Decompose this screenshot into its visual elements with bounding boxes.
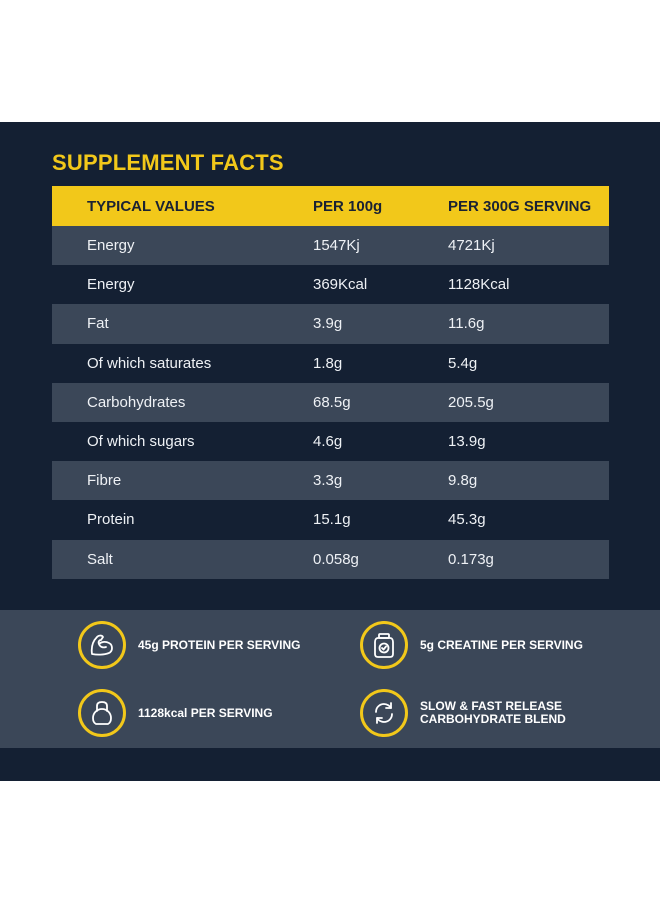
feature-protein-label: 45g PROTEIN PER SERVING (138, 637, 301, 652)
row-nutrient: Of which sugars (87, 433, 195, 451)
header-per-100g: PER 100g (313, 197, 383, 215)
row-nutrient: Of which saturates (87, 354, 212, 372)
nutrition-table: TYPICAL VALUES PER 100g PER 300G SERVING… (52, 186, 609, 579)
row-nutrient: Protein (87, 511, 135, 529)
feature-protein: 45g PROTEIN PER SERVING (78, 621, 301, 669)
row-per-serving: 13.9g (448, 433, 486, 451)
row-per-serving: 5.4g (448, 354, 478, 372)
supplement-facts-title: SUPPLEMENT FACTS (52, 150, 284, 175)
table-header-row: TYPICAL VALUES PER 100g PER 300G SERVING (52, 186, 609, 226)
feature-kcal-label: 1128kcal PER SERVING (138, 705, 273, 720)
row-per-serving: 45.3g (448, 511, 486, 529)
row-per-100g: 68.5g (313, 393, 351, 411)
kettlebell-icon (78, 689, 126, 737)
row-per-serving: 11.6g (448, 315, 485, 333)
row-per-100g: 3.3g (313, 472, 343, 490)
feature-creatine-label: 5g CREATINE PER SERVING (420, 637, 583, 652)
table-row: Protein 15.1g 45.3g (52, 500, 609, 539)
feature-carb-blend-label: SLOW & FAST RELEASE CARBOHYDRATE BLEND (420, 699, 566, 726)
supplement-jar-icon (360, 621, 408, 669)
flexed-arm-icon (78, 621, 126, 669)
table-row: Of which sugars 4.6g 13.9g (52, 422, 609, 461)
table-row: Of which saturates 1.8g 5.4g (52, 344, 609, 383)
row-per-100g: 4.6g (313, 433, 343, 451)
row-per-100g: 3.9g (313, 315, 343, 333)
table-row: Salt 0.058g 0.173g (52, 539, 609, 579)
header-typical-values: TYPICAL VALUES (87, 197, 215, 215)
table-row: Energy 1547Kj 4721Kj (52, 226, 609, 266)
header-per-serving: PER 300G SERVING (448, 197, 592, 215)
table-row: Energy 369Kcal 1128Kcal (52, 265, 609, 304)
row-per-100g: 1547Kj (313, 237, 360, 255)
row-per-serving: 1128Kcal (448, 276, 510, 294)
refresh-cycle-icon (360, 689, 408, 737)
row-nutrient: Carbohydrates (87, 393, 186, 411)
row-per-serving: 0.173g (448, 550, 494, 568)
table-row: Fibre 3.3g 9.8g (52, 461, 609, 501)
table-row: Carbohydrates 68.5g 205.5g (52, 382, 609, 422)
feature-carb-blend: SLOW & FAST RELEASE CARBOHYDRATE BLEND (360, 689, 566, 737)
table-row: Fat 3.9g 11.6g (52, 304, 609, 344)
row-per-serving: 205.5g (448, 393, 494, 411)
row-per-100g: 15.1g (313, 511, 351, 529)
row-per-100g: 369Kcal (313, 276, 368, 294)
row-nutrient: Energy (87, 276, 135, 294)
feature-creatine: 5g CREATINE PER SERVING (360, 621, 583, 669)
feature-kcal: 1128kcal PER SERVING (78, 689, 273, 737)
row-per-100g: 0.058g (313, 550, 359, 568)
row-per-serving: 4721Kj (448, 237, 495, 255)
row-nutrient: Energy (87, 237, 135, 255)
row-per-100g: 1.8g (313, 354, 343, 372)
row-per-serving: 9.8g (448, 472, 478, 490)
row-nutrient: Fat (87, 315, 109, 333)
row-nutrient: Fibre (87, 472, 122, 490)
row-nutrient: Salt (87, 550, 113, 568)
